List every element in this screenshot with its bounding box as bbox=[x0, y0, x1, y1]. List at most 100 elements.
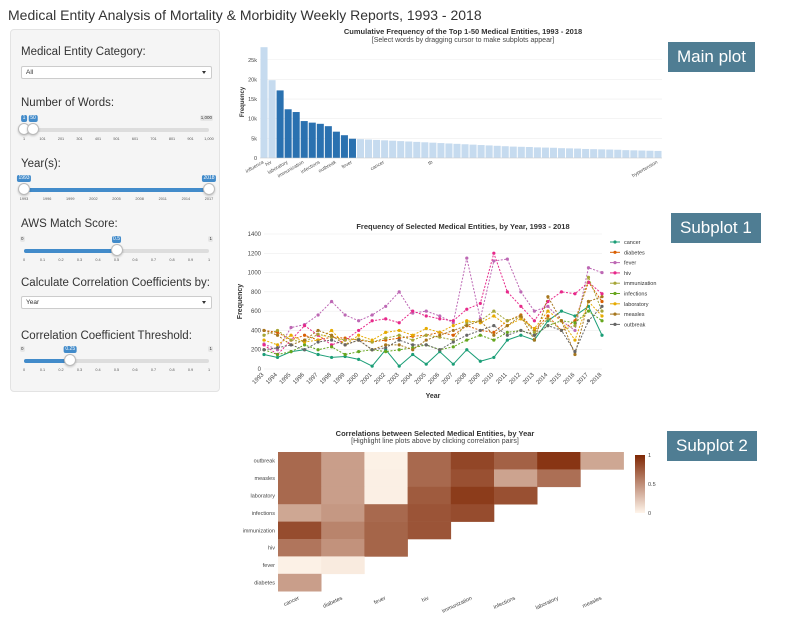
series-point bbox=[262, 343, 266, 347]
heatmap-cell[interactable] bbox=[278, 504, 322, 522]
series-point bbox=[492, 330, 496, 334]
series-line-cancer bbox=[263, 305, 603, 367]
aws-slider[interactable]: 0 0.1 0.2 0.3 0.4 0.5 0.6 0.7 0.8 0.9 1 0.5 0 1 bbox=[20, 236, 213, 266]
slider-max-label: 1 bbox=[208, 236, 213, 242]
series-point bbox=[275, 346, 280, 350]
heatmap-cell[interactable] bbox=[450, 504, 495, 522]
series-point bbox=[519, 333, 523, 337]
series-point bbox=[600, 309, 604, 313]
heatmap-cell[interactable] bbox=[407, 504, 452, 522]
series-point bbox=[492, 338, 496, 342]
x-tick-label: cancer bbox=[283, 596, 301, 608]
heatmap-cell[interactable] bbox=[494, 452, 538, 470]
bar bbox=[485, 145, 493, 158]
heatmap-cell[interactable] bbox=[407, 521, 452, 540]
heatmap-cell[interactable] bbox=[364, 469, 408, 488]
corr-by-select[interactable]: Year bbox=[21, 296, 212, 309]
slider-handle[interactable] bbox=[110, 244, 123, 256]
heatmap-cell[interactable] bbox=[407, 452, 452, 470]
slider-fill bbox=[24, 249, 117, 253]
y-tick-label: 400 bbox=[251, 328, 262, 334]
bar bbox=[308, 122, 316, 158]
slider-handle-high[interactable] bbox=[203, 183, 215, 195]
slider-track bbox=[24, 128, 209, 132]
bar bbox=[614, 149, 622, 158]
heatmap-cell[interactable] bbox=[278, 573, 322, 592]
series-point bbox=[451, 333, 455, 337]
series-point bbox=[384, 317, 388, 321]
heatmap-cell[interactable] bbox=[494, 486, 538, 505]
slider-tick-label: 0.3 bbox=[76, 258, 83, 262]
correlation-heatmap[interactable]: outbreak measles laboratory infections immun… bbox=[240, 447, 680, 617]
slider-handle-low[interactable] bbox=[18, 183, 30, 195]
heatmap-cell[interactable] bbox=[321, 539, 365, 557]
x-tick-label: 2004 bbox=[400, 372, 414, 386]
heatmap-cell[interactable] bbox=[494, 469, 538, 488]
x-tick-label: 1998 bbox=[319, 372, 333, 386]
bar bbox=[461, 144, 469, 158]
heatmap-cell[interactable] bbox=[407, 486, 452, 505]
heatmap-cell[interactable] bbox=[450, 452, 495, 470]
heatmap-cell[interactable] bbox=[278, 486, 322, 505]
bar bbox=[493, 145, 501, 158]
slider-handle-high[interactable] bbox=[27, 123, 40, 135]
x-tick-label: 2011 bbox=[495, 372, 509, 386]
x-tick-label: 2001 bbox=[360, 372, 374, 386]
series-point bbox=[532, 330, 536, 334]
slider-tick-label: 0.1 bbox=[39, 368, 46, 372]
slider-tick-label: 1 bbox=[207, 368, 211, 372]
series-point bbox=[492, 324, 496, 328]
heatmap-cell[interactable] bbox=[450, 469, 495, 488]
heatmap-cell[interactable] bbox=[278, 556, 322, 575]
y-tick-label: 200 bbox=[251, 348, 262, 354]
callout-subplot-2: Subplot 2 bbox=[667, 431, 757, 461]
heatmap-cell[interactable] bbox=[278, 539, 322, 557]
series-line-measles bbox=[263, 295, 603, 357]
series-point bbox=[573, 292, 577, 296]
bar bbox=[598, 149, 606, 158]
heatmap-cell[interactable] bbox=[278, 452, 322, 470]
heatmap-cell[interactable] bbox=[364, 452, 408, 470]
heatmap-cell[interactable] bbox=[537, 452, 581, 470]
heatmap-cell[interactable] bbox=[278, 469, 322, 488]
category-select[interactable]: All bbox=[21, 66, 212, 79]
words-slider[interactable]: 1 101 201 301 401 501 601 701 801 901 1,000 1 50 1,00… bbox=[18, 115, 214, 145]
series-point bbox=[302, 348, 307, 352]
heatmap-cell[interactable] bbox=[364, 521, 408, 540]
heatmap-cell[interactable] bbox=[321, 452, 365, 470]
series-point bbox=[492, 309, 496, 313]
heatmap-cell[interactable] bbox=[321, 486, 365, 505]
series-point bbox=[465, 319, 469, 323]
y-tick-label: infections bbox=[252, 511, 275, 517]
series-point bbox=[262, 338, 266, 342]
heatmap-cell[interactable] bbox=[450, 486, 495, 505]
heatmap-cell[interactable] bbox=[580, 452, 624, 470]
colorbar-tick-label: 0 bbox=[648, 511, 651, 517]
x-tick-label: outbreak bbox=[318, 159, 338, 174]
slider-tick-label: 801 bbox=[168, 137, 176, 141]
heatmap-cell[interactable] bbox=[364, 486, 408, 505]
heatmap-cell[interactable] bbox=[407, 469, 452, 488]
heatmap-cell[interactable] bbox=[364, 539, 408, 557]
year-slider[interactable]: 1993 1996 1999 2002 2005 2008 2011 2014 2017 1993… bbox=[16, 175, 217, 205]
heatmap-cell[interactable] bbox=[278, 521, 322, 540]
heatmap-cell[interactable] bbox=[321, 556, 365, 575]
heatmap-cell[interactable] bbox=[321, 521, 365, 540]
x-tick-label: hiv bbox=[265, 159, 274, 168]
threshold-slider[interactable]: 0 0.1 0.2 0.3 0.4 0.5 0.6 0.7 0.8 0.9 1 0.25 0 1 bbox=[20, 346, 213, 376]
heatmap-cell[interactable] bbox=[364, 504, 408, 522]
heatmap-cell[interactable] bbox=[321, 469, 365, 488]
x-tick-label: 1995 bbox=[279, 372, 293, 386]
bar bbox=[630, 150, 638, 158]
x-tick-label: 2000 bbox=[346, 372, 360, 386]
series-point bbox=[289, 338, 293, 342]
series-point bbox=[573, 352, 577, 357]
bar bbox=[566, 148, 574, 158]
heatmap-cell[interactable] bbox=[321, 504, 365, 522]
series-point bbox=[559, 309, 564, 313]
heatmap-cell[interactable] bbox=[537, 469, 581, 488]
slider-handle[interactable] bbox=[64, 354, 77, 366]
x-tick-label: 2008 bbox=[455, 372, 469, 386]
